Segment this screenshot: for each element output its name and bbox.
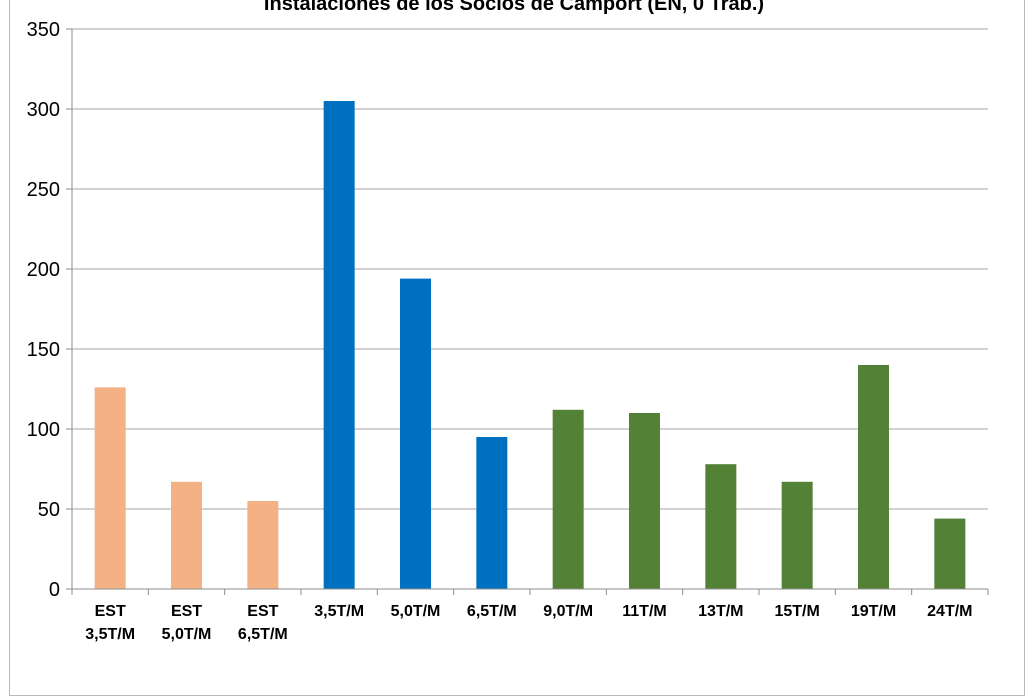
x-tick-label-line: 11T/M [622,603,666,620]
x-tick-label: EST 6,5T/M [238,603,288,643]
y-tick-label: 300 [27,99,60,121]
y-tick-label: 250 [27,179,60,201]
x-tick-label-line: 3,5T/M [85,626,135,643]
x-tick-label-line: 3,5T/M [314,603,364,620]
y-tick-labels: 0 50 100 150 200 250 300 350 [27,19,60,601]
x-tick-label-line: 6,5T/M [238,626,288,643]
x-tick-label-line: 9,0T/M [543,603,593,620]
x-tick-label-line: 13T/M [698,603,743,620]
x-tick-label-line: 19T/M [851,603,896,620]
bar: 55 [247,501,279,589]
x-tick-label-line: EST [171,603,202,620]
bar: 126 [94,387,126,589]
chart-frame [9,0,1025,696]
x-tick-label: 19T/M [851,603,896,620]
x-tick-label-line: 5,0T/M [391,603,441,620]
y-tick-label: 350 [27,19,60,41]
y-tick-label: 150 [27,339,60,361]
bar: 305 [323,101,355,589]
x-tick-label: 13T/M [698,603,743,620]
x-tick-label: 11T/M [622,603,666,620]
x-tick-label: 5,0T/M [391,603,441,620]
bars: 126 67 55 305 194 95 112 110 78 67 140 44 [94,101,966,589]
x-tick-label: 9,0T/M [543,603,593,620]
x-tick-label-line: 15T/M [774,603,819,620]
x-tick-label-line: 5,0T/M [162,626,212,643]
x-tick-label-line: 6,5T/M [467,603,517,620]
bar: 110 [629,413,660,589]
y-tick-label: 50 [38,499,60,521]
x-tick-label: 6,5T/M [467,603,517,620]
x-tick-label: 24T/M [927,603,972,620]
x-tick-label-line: EST [247,603,278,620]
y-tick-label: 0 [49,579,60,601]
gridlines [72,28,988,510]
x-tick-label-line: 24T/M [927,603,972,620]
x-tick-labels: EST 3,5T/M EST 5,0T/M EST 6,5T/M 3,5T/M 5,0T/M 6… [85,603,972,643]
bar: 140 [858,365,889,589]
bar: 67 [171,481,202,589]
bar: 95 [476,437,508,589]
bar: 44 [934,518,966,589]
bar: 78 [705,464,737,589]
bar: 67 [781,481,813,589]
x-tick-label-line: EST [95,603,126,620]
bar: 194 [400,278,431,589]
axes [66,28,989,595]
y-tick-label: 200 [27,259,60,281]
x-tick-label: 15T/M [774,603,819,620]
x-tick-label: EST 5,0T/M [162,603,212,643]
chart-title: Instalaciones de los Socios de Camport (… [263,0,765,15]
bar: 112 [552,409,584,589]
x-tick-label: 3,5T/M [314,603,364,620]
y-tick-label: 100 [27,419,60,441]
x-tick-label: EST 3,5T/M [85,603,135,643]
